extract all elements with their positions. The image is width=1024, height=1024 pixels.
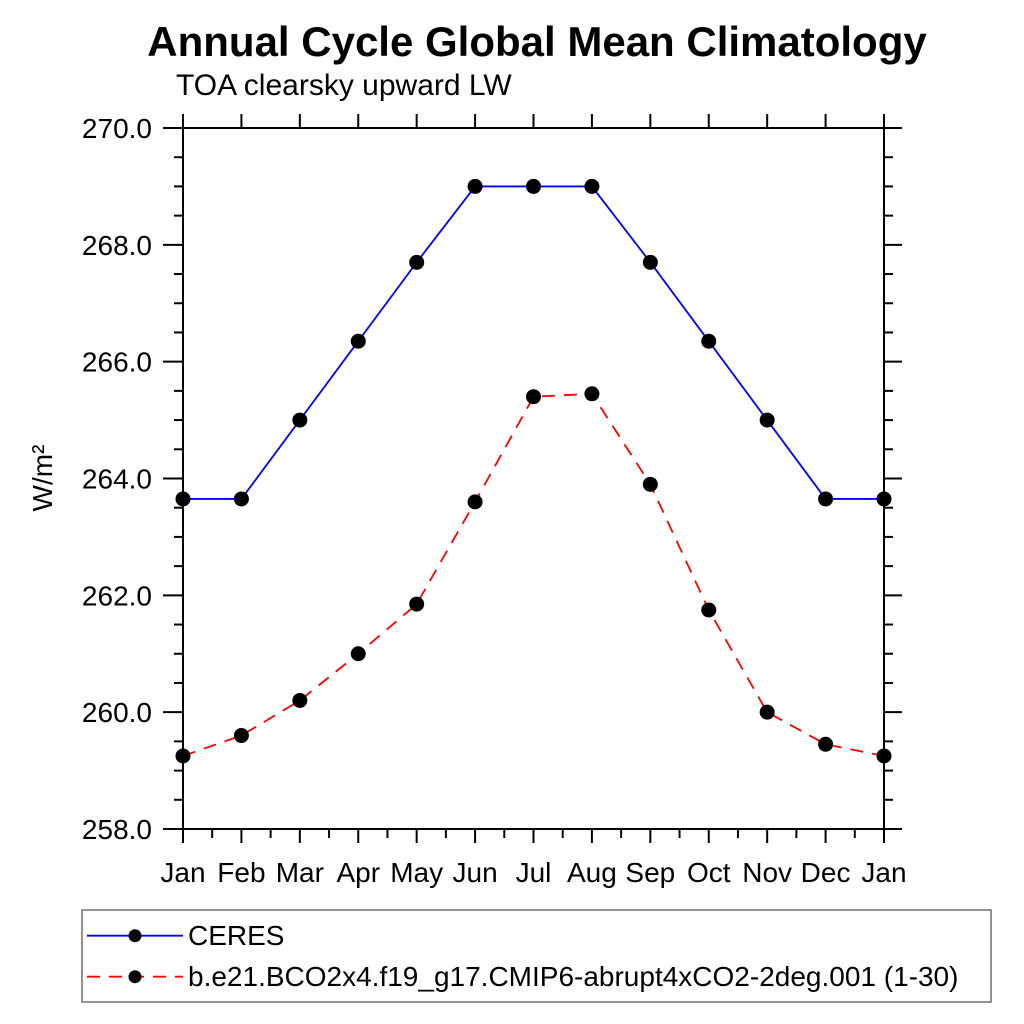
y-tick-label: 258.0 <box>82 814 152 845</box>
legend-marker <box>128 970 142 984</box>
data-point-marker <box>467 178 483 194</box>
chart-subtitle: TOA clearsky upward LW <box>176 69 512 102</box>
x-tick-label: Sep <box>625 857 675 888</box>
y-tick-label: 262.0 <box>82 580 152 611</box>
series-line-model <box>182 392 885 757</box>
x-tick-label: Feb <box>217 857 265 888</box>
x-tick-label: Dec <box>801 857 851 888</box>
legend-label: CERES <box>188 920 284 951</box>
data-point-marker <box>409 254 425 270</box>
x-tick-label: Jan <box>861 857 906 888</box>
data-point-marker <box>292 692 308 708</box>
data-point-marker <box>526 178 541 194</box>
x-tick-label: Oct <box>687 857 731 888</box>
x-tick-label: Aug <box>567 857 617 888</box>
data-point-marker <box>759 704 775 720</box>
data-point-marker <box>818 736 834 752</box>
axis-ticks <box>163 114 902 843</box>
x-tick-label: Mar <box>276 857 324 888</box>
data-point-marker <box>350 333 366 349</box>
data-point-marker <box>350 646 366 662</box>
data-point-marker <box>876 748 892 764</box>
data-point-marker <box>701 333 717 349</box>
data-point-marker <box>701 602 717 618</box>
x-tick-label: Jun <box>453 857 498 888</box>
legend-marker <box>128 929 142 943</box>
x-tick-labels: Jan Feb Mar Apr May Jun Jul Aug Sep Oct Nov Dec Jan <box>160 857 906 888</box>
y-tick-label: 260.0 <box>82 697 152 728</box>
x-tick-label: Apr <box>336 857 380 888</box>
y-tick-label: 268.0 <box>82 230 152 261</box>
chart-legend: CERES b.e21.BCO2x4.f19_g17.CMIP6-abrupt4x… <box>81 909 992 1003</box>
data-point-marker <box>818 491 834 507</box>
data-point-marker <box>584 386 600 402</box>
data-point-marker <box>467 494 483 510</box>
data-point-marker <box>642 254 658 270</box>
plot-border <box>182 127 885 830</box>
y-tick-label: 266.0 <box>82 347 152 378</box>
y-tick-label: 270.0 <box>82 113 152 144</box>
data-point-marker <box>292 412 308 428</box>
y-axis-label: W/m² <box>27 445 58 512</box>
y-tick-labels: 258.0 260.0 262.0 264.0 266.0 268.0 270.0 <box>82 113 152 845</box>
data-point-marker <box>175 748 191 764</box>
data-point-marker <box>876 491 892 507</box>
plot-frame <box>182 127 885 830</box>
data-series <box>175 178 892 764</box>
x-tick-label: Nov <box>742 857 792 888</box>
data-point-marker <box>409 596 425 612</box>
y-tick-label: 264.0 <box>82 464 152 495</box>
legend-label: b.e21.BCO2x4.f19_g17.CMIP6-abrupt4xCO2-2… <box>188 961 958 992</box>
chart-title: Annual Cycle Global Mean Climatology <box>147 18 927 65</box>
x-tick-label: Jan <box>160 857 205 888</box>
legend-box <box>81 909 992 1003</box>
data-point-marker <box>526 389 541 405</box>
data-point-marker <box>584 178 600 194</box>
x-tick-label: May <box>390 857 443 888</box>
data-point-marker <box>642 476 658 492</box>
data-point-marker <box>759 412 775 428</box>
x-tick-label: Jul <box>516 857 552 888</box>
data-point-marker <box>233 728 249 744</box>
data-point-marker <box>175 491 191 507</box>
series-line-ceres <box>183 185 884 500</box>
data-point-marker <box>233 491 249 507</box>
